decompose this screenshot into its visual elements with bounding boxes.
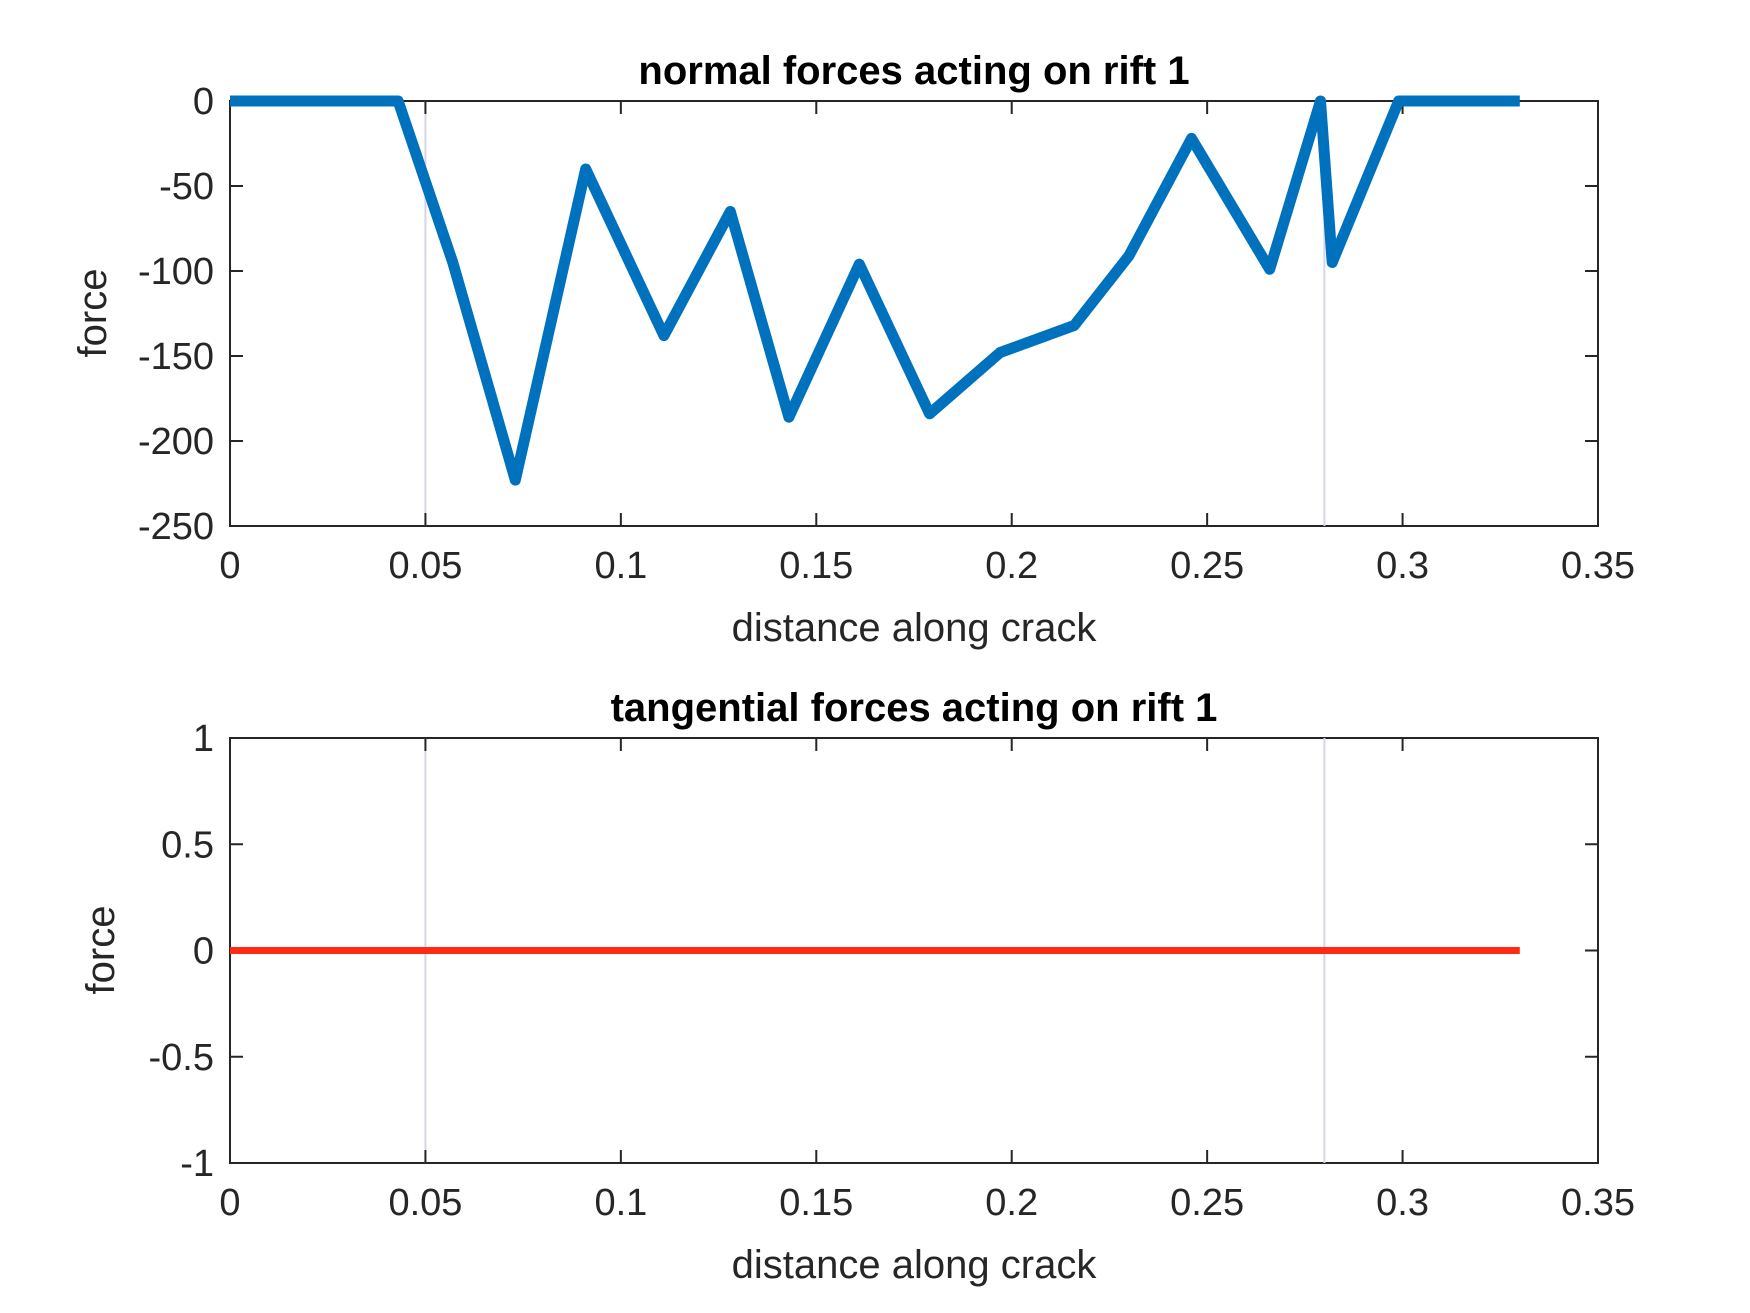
x-tick-label: 0.1 xyxy=(594,1182,647,1224)
x-tick-label: 0.3 xyxy=(1376,1182,1429,1224)
y-tick-label: 0.5 xyxy=(161,824,214,866)
y-tick-label: -150 xyxy=(138,336,214,378)
y-tick-label: -1 xyxy=(180,1143,214,1185)
data-series xyxy=(230,95,1520,486)
y-tick-label: -100 xyxy=(138,251,214,293)
y-tick-labels: 1 0.5 0 -0.5 -1 xyxy=(149,718,214,1185)
y-tick-label: -50 xyxy=(159,166,214,208)
y-tick-labels: 0 -50 -100 -150 -200 -250 xyxy=(138,81,214,548)
x-tick-label: 0 xyxy=(219,1182,240,1224)
x-tick-label: 0.15 xyxy=(779,545,853,587)
series-line xyxy=(230,95,1520,486)
y-tick-label: 0 xyxy=(193,81,214,123)
x-tick-labels: 0 0.05 0.1 0.15 0.2 0.25 0.3 0.35 xyxy=(219,1182,1635,1224)
x-tick-label: 0.1 xyxy=(594,545,647,587)
y-axis-label: force xyxy=(79,906,123,995)
plot-area xyxy=(229,100,1599,527)
normal-forces-plot: 0 0.05 0.1 0.15 0.2 0.25 0.3 0.35 0 -50 -100 -150 -… xyxy=(71,49,1635,650)
y-tick-label: -200 xyxy=(138,421,214,463)
x-tick-label: 0.25 xyxy=(1170,1182,1244,1224)
x-tick-label: 0.35 xyxy=(1561,545,1635,587)
x-axis-label: distance along crack xyxy=(732,1243,1098,1287)
axis-ticks xyxy=(229,737,1599,1164)
x-tick-label: 0.3 xyxy=(1376,545,1429,587)
y-tick-label: 1 xyxy=(193,718,214,760)
y-axis-label: force xyxy=(71,269,115,358)
x-tick-label: 0.35 xyxy=(1561,1182,1635,1224)
x-tick-label: 0.2 xyxy=(985,1182,1038,1224)
x-tick-label: 0.15 xyxy=(779,1182,853,1224)
x-tick-label: 0.05 xyxy=(388,1182,462,1224)
y-tick-label: -250 xyxy=(138,506,214,548)
y-tick-label: 0 xyxy=(193,931,214,973)
y-tick-label: -0.5 xyxy=(149,1037,214,1079)
tangential-forces-plot: 0 0.05 0.1 0.15 0.2 0.25 0.3 0.35 1 0.5 0 -0.5 -1 t… xyxy=(79,686,1635,1287)
x-tick-labels: 0 0.05 0.1 0.15 0.2 0.25 0.3 0.35 xyxy=(219,545,1635,587)
x-axis-label: distance along crack xyxy=(732,606,1098,650)
chart-title: normal forces acting on rift 1 xyxy=(638,49,1189,93)
chart-title: tangential forces acting on rift 1 xyxy=(611,686,1218,730)
x-tick-label: 0 xyxy=(219,545,240,587)
x-tick-label: 0.2 xyxy=(985,545,1038,587)
x-tick-label: 0.05 xyxy=(388,545,462,587)
axis-ticks xyxy=(229,100,1599,527)
x-tick-label: 0.25 xyxy=(1170,545,1244,587)
